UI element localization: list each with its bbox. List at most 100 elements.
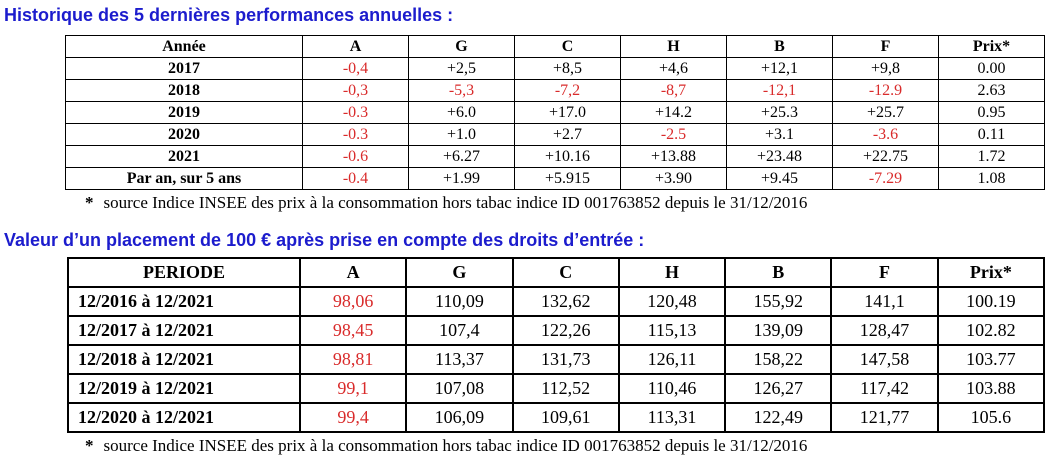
value-cell: 98,45 [298,315,408,346]
value-cell: +25.7 [832,101,939,124]
value-cell: 126,27 [724,373,833,404]
value-cell: 120,48 [617,286,727,317]
column-header: C [511,257,620,288]
row-label: 12/2016 à 12/2021 [67,286,301,317]
value-cell: 128,47 [830,315,939,346]
value-cell: -12.9 [832,79,939,102]
value-cell: 110,09 [405,286,514,317]
value-cell: +25.3 [726,101,833,124]
footnote-asterisk: * [85,436,94,455]
column-header: B [724,257,833,288]
value-cell: -7,2 [514,79,621,102]
value-cell: +8,5 [514,57,621,80]
value-cell: +12,1 [726,57,833,80]
table-row: 2021 -0.6 +6.27 +10.16 +13.88 +23.48 +22.75 1.7… [65,145,1045,168]
value-cell: +1.99 [408,167,515,190]
value-cell: +3.90 [620,167,727,190]
table-row: 2020 -0.3 +1.0 +2.7 -2.5 +3.1 -3.6 0.11 [65,123,1045,146]
value-cell: 132,62 [511,286,620,317]
row-label: 2019 [65,101,303,124]
column-header: H [620,35,727,58]
value-cell: -2.5 [620,123,727,146]
column-header: Prix* [938,35,1045,58]
value-cell: 105.6 [936,402,1046,433]
value-cell: +22.75 [832,145,939,168]
value-cell: +5.915 [514,167,621,190]
section2-footnote: * source Indice INSEE des prix à la conso… [85,436,1053,456]
value-cell: 147,58 [830,344,939,375]
column-header: F [832,35,939,58]
value-cell: 109,61 [511,402,620,433]
value-cell: 1.72 [938,145,1045,168]
value-cell: +6.27 [408,145,515,168]
column-header: A [298,257,408,288]
value-cell: -8,7 [620,79,727,102]
column-header: PERIODE [67,257,301,288]
value-cell: +9,8 [832,57,939,80]
value-cell: 106,09 [405,402,514,433]
table-row: 2018 -0,3 -5,3 -7,2 -8,7 -12,1 -12.9 2.63 [65,79,1045,102]
value-cell: 110,46 [617,373,727,404]
column-header: C [514,35,621,58]
row-label: 2020 [65,123,303,146]
value-cell: 131,73 [511,344,620,375]
table-row: 12/2018 à 12/2021 98,81 113,37 131,73 126,11… [67,344,1046,375]
value-cell: -7.29 [832,167,939,190]
value-cell: 139,09 [724,315,833,346]
value-cell: -0,3 [302,79,409,102]
value-cell: 0.11 [938,123,1045,146]
table-row: 12/2019 à 12/2021 99,1 107,08 112,52 110,46 1… [67,373,1046,404]
row-label: 12/2017 à 12/2021 [67,315,301,346]
table-row: 2017 -0,4 +2,5 +8,5 +4,6 +12,1 +9,8 0.00 [65,57,1045,80]
value-cell: +10.16 [514,145,621,168]
row-label: 2018 [65,79,303,102]
value-cell: 2.63 [938,79,1045,102]
value-cell: +2,5 [408,57,515,80]
value-cell: -5,3 [408,79,515,102]
row-label: 2017 [65,57,303,80]
column-header: A [302,35,409,58]
column-header: F [830,257,939,288]
section1-title: Historique des 5 dernières performances … [4,5,454,25]
document-page: Historique des 5 dernières performances … [0,4,1053,456]
value-cell: 98,81 [298,344,408,375]
row-label: 12/2020 à 12/2021 [67,402,301,433]
value-cell: -0.4 [302,167,409,190]
column-header: Année [65,35,303,58]
value-cell: 126,11 [617,344,727,375]
value-cell: +1.0 [408,123,515,146]
value-cell: -3.6 [832,123,939,146]
column-header: G [405,257,514,288]
value-cell: 100.19 [936,286,1046,317]
column-header: Prix* [936,257,1046,288]
header-row: Année A G C H B F Prix* [65,35,1045,58]
value-cell: 102.82 [936,315,1046,346]
value-cell: 158,22 [724,344,833,375]
value-cell: +23.48 [726,145,833,168]
table-row: Par an, sur 5 ans -0.4 +1.99 +5.915 +3.90 +9.… [65,167,1045,190]
value-cell: -0.6 [302,145,409,168]
value-cell: 141,1 [830,286,939,317]
section1-footnote: * source Indice INSEE des prix à la conso… [85,193,1053,213]
value-cell: 113,37 [405,344,514,375]
value-cell: -0.3 [302,101,409,124]
value-cell: 1.08 [938,167,1045,190]
value-cell: 155,92 [724,286,833,317]
value-cell: 98,06 [298,286,408,317]
placement-value-table: PERIODE A G C H B F Prix* 12/2016 à 12/2021 98,06… [67,257,1046,433]
row-label: 12/2018 à 12/2021 [67,344,301,375]
row-label: Par an, sur 5 ans [65,167,303,190]
footnote-text: source Indice INSEE des prix à la consom… [103,436,808,455]
value-cell: 122,26 [511,315,620,346]
value-cell: +4,6 [620,57,727,80]
table-row: 12/2017 à 12/2021 98,45 107,4 122,26 115,13 1… [67,315,1046,346]
header-row: PERIODE A G C H B F Prix* [67,257,1046,288]
value-cell: +3.1 [726,123,833,146]
value-cell: +6.0 [408,101,515,124]
table-row: 2019 -0.3 +6.0 +17.0 +14.2 +25.3 +25.7 0.95 [65,101,1045,124]
value-cell: 103.77 [936,344,1046,375]
table-row: 12/2016 à 12/2021 98,06 110,09 132,62 120,48… [67,286,1046,317]
row-label: 12/2019 à 12/2021 [67,373,301,404]
value-cell: 0.00 [938,57,1045,80]
value-cell: 117,42 [830,373,939,404]
